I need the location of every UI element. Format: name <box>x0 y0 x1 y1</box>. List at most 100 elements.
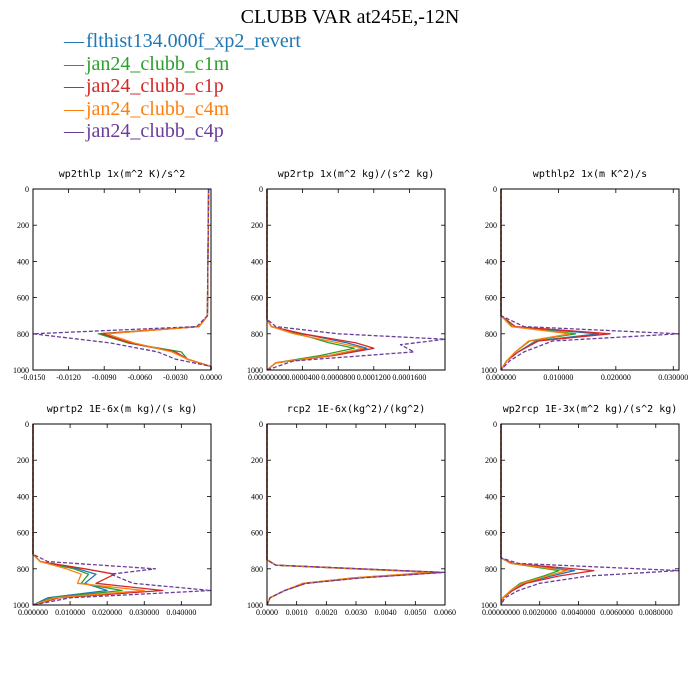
y-tick-label: 400 <box>17 492 29 501</box>
plot-frame <box>500 188 680 371</box>
series-line <box>266 189 375 371</box>
legend-label: jan24_clubb_c4m <box>86 97 230 120</box>
legend-item: — jan24_clubb_c4p <box>64 120 301 143</box>
series-line <box>500 424 595 606</box>
series-line <box>32 424 145 606</box>
chart-title: wprtp2 1E-6x(m kg)/(s kg) <box>47 404 198 415</box>
y-tick-label: 1000 <box>13 601 29 610</box>
y-tick-label: 800 <box>17 565 29 574</box>
series-line <box>101 188 212 370</box>
x-tick-label: -0.0150 <box>21 373 46 382</box>
y-tick-label: 400 <box>251 492 263 501</box>
y-tick-label: 200 <box>17 221 29 230</box>
x-tick-label: 0.0040 <box>375 608 397 617</box>
legend-item: — jan24_clubb_c1m <box>64 53 301 76</box>
y-tick-label: 600 <box>251 294 263 303</box>
y-tick-label: 1000 <box>13 366 29 375</box>
series-line <box>32 424 212 606</box>
y-tick-label: 200 <box>17 456 29 465</box>
chart-title: wp2rtp 1x(m^2 kg)/(s^2 kg) <box>278 169 435 180</box>
plot-frame <box>266 188 446 371</box>
chart-title: rcp2 1E-6x(kg^2)/(kg^2) <box>287 404 425 415</box>
x-tick-label: 0.020000 <box>92 608 122 617</box>
y-tick-label: 1000 <box>481 601 497 610</box>
series-line <box>266 189 368 371</box>
y-tick-label: 800 <box>251 330 263 339</box>
y-tick-label: 400 <box>251 257 263 266</box>
y-tick-label: 0 <box>25 185 29 194</box>
series-line <box>105 188 212 370</box>
x-tick-label: -0.0030 <box>163 373 188 382</box>
series-line <box>500 189 571 371</box>
figure-title: CLUBB VAR at245E,-12N <box>240 6 460 28</box>
plot-frame <box>32 188 212 371</box>
legend-line-marker: — <box>64 120 84 142</box>
chart-panel: wp2rcp 1E-3x(m^2 kg)/(s^2 kg) 0 200 400 600 8… <box>481 404 680 617</box>
legend-label: flthist134.000f_xp2_revert <box>86 30 301 52</box>
chart-panel: wp2thlp 1x(m^2 K)/s^202004006008001000-0… <box>13 169 222 382</box>
x-tick-label: 0.0060 <box>434 608 456 617</box>
series-line <box>32 424 164 606</box>
y-tick-label: 600 <box>485 294 497 303</box>
x-tick-label: -0.0120 <box>56 373 81 382</box>
series-line <box>97 188 212 370</box>
x-tick-label: 0.0000 <box>256 608 278 617</box>
x-tick-label: 0.0000800 <box>321 373 355 382</box>
x-tick-label: 0.0020 <box>315 608 337 617</box>
x-tick-label: 0.0080000 <box>639 608 673 617</box>
series-line <box>500 424 568 606</box>
x-tick-label: 0.010000 <box>543 373 573 382</box>
legend-label: jan24_clubb_c4p <box>86 120 224 142</box>
chart-panel: wpthlp2 1x(m K^2)/s 0 200 400 600 800 10000.00… <box>481 169 688 382</box>
plot-frame <box>500 423 680 606</box>
y-tick-label: 800 <box>485 330 497 339</box>
legend: — flthist134.000f_xp2_revert — jan24_clubb… <box>64 30 301 143</box>
x-tick-label: 0.0000400 <box>286 373 320 382</box>
series-line <box>266 189 446 371</box>
y-tick-label: 0 <box>259 185 263 194</box>
y-tick-label: 600 <box>485 529 497 538</box>
x-tick-label: 0.030000 <box>658 373 688 382</box>
y-tick-label: 600 <box>251 529 263 538</box>
y-tick-label: 0 <box>493 420 497 429</box>
y-tick-label: 800 <box>17 330 29 339</box>
chart-title: wp2rcp 1E-3x(m^2 kg)/(s^2 kg) <box>503 404 678 415</box>
y-tick-label: 200 <box>251 456 263 465</box>
y-tick-label: 200 <box>485 456 497 465</box>
x-tick-label: 0.0001600 <box>392 373 426 382</box>
chart-panel: rcp2 1E-6x(kg^2)/(kg^2) 0 200 400 600 800 1000… <box>247 404 456 617</box>
series-line <box>500 189 611 371</box>
y-tick-label: 0 <box>259 420 263 429</box>
legend-label: jan24_clubb_c1m <box>86 52 230 75</box>
x-tick-label: 0.000000 <box>486 373 516 382</box>
chart-panel: wprtp2 1E-6x(m kg)/(s kg) 0 200 400 600 800 10… <box>13 404 212 617</box>
y-tick-label: 1000 <box>247 366 263 375</box>
chart-panel: wp2rtp 1x(m^2 kg)/(s^2 kg) 0 200 400 600 800 1… <box>247 169 446 382</box>
series-line <box>500 424 680 606</box>
y-tick-label: 800 <box>251 565 263 574</box>
legend-line-marker: — <box>64 75 84 97</box>
x-tick-label: 0.0040000 <box>561 608 595 617</box>
series-line <box>266 424 431 606</box>
x-tick-label: 0.00000000 <box>482 608 520 617</box>
y-tick-label: 1000 <box>481 366 497 375</box>
y-tick-label: 600 <box>17 294 29 303</box>
x-tick-label: 0.0030 <box>345 608 367 617</box>
x-tick-label: 0.030000 <box>129 608 159 617</box>
x-tick-label: 0.040000 <box>166 608 196 617</box>
x-tick-label: 0.0010 <box>286 608 308 617</box>
legend-item: — jan24_clubb_c1p <box>64 75 301 98</box>
x-tick-label: 0.020000 <box>601 373 631 382</box>
series-line <box>266 424 446 606</box>
legend-item: — flthist134.000f_xp2_revert <box>64 30 301 53</box>
x-tick-label: 0.000000 <box>18 608 48 617</box>
x-tick-label: 0.0001200 <box>357 373 391 382</box>
x-tick-label: 0.0000 <box>200 373 222 382</box>
chart-title: wpthlp2 1x(m K^2)/s <box>533 169 647 180</box>
legend-line-marker: — <box>64 30 84 52</box>
y-tick-label: 1000 <box>247 601 263 610</box>
y-tick-label: 200 <box>251 221 263 230</box>
y-tick-label: 0 <box>493 185 497 194</box>
series-line <box>500 189 577 371</box>
